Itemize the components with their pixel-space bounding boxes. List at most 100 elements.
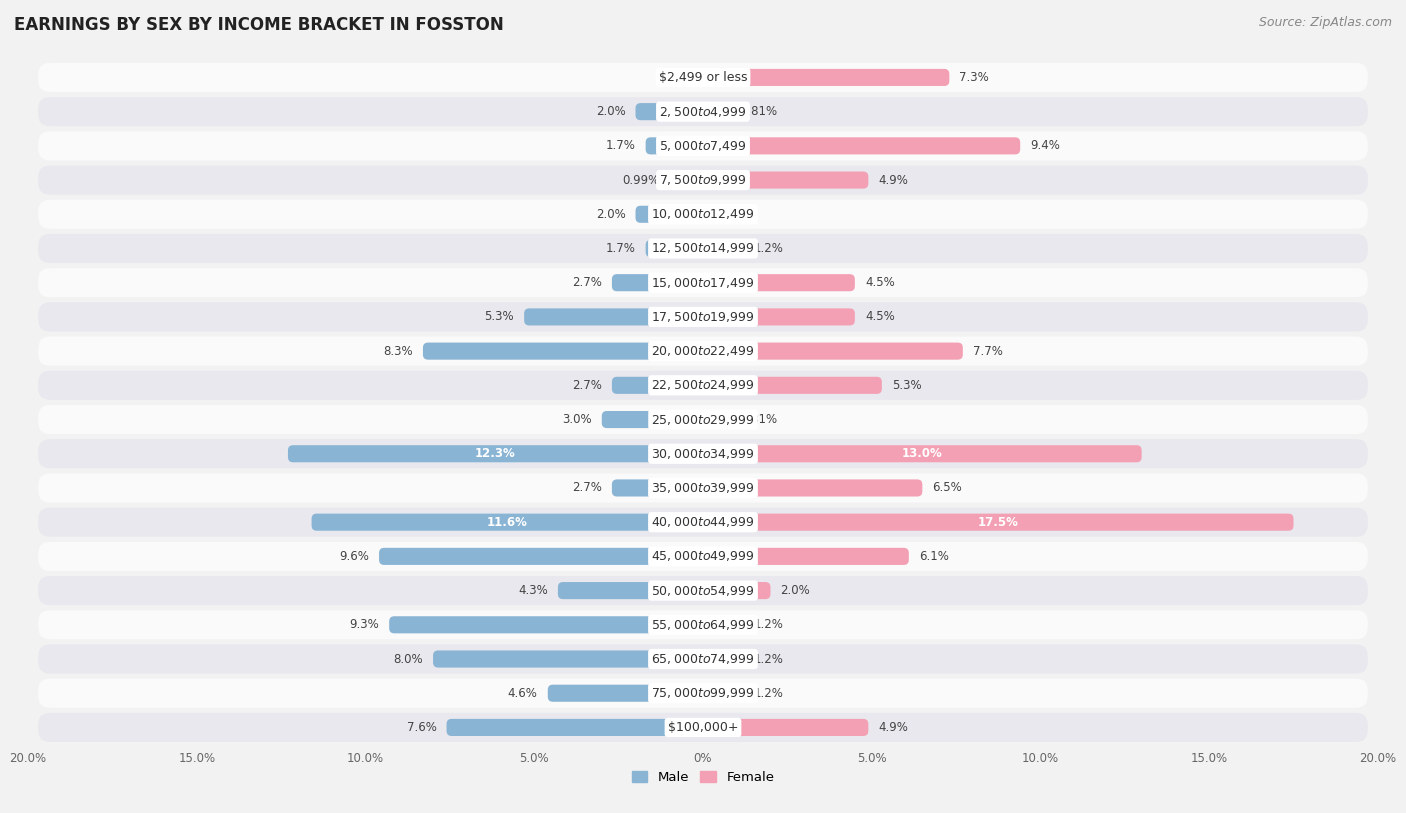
Text: 4.5%: 4.5% — [865, 276, 894, 289]
FancyBboxPatch shape — [703, 376, 882, 393]
Text: $22,500 to $24,999: $22,500 to $24,999 — [651, 378, 755, 393]
Text: 7.6%: 7.6% — [406, 721, 436, 734]
Text: 12.3%: 12.3% — [475, 447, 516, 460]
FancyBboxPatch shape — [703, 411, 730, 428]
FancyBboxPatch shape — [38, 97, 1368, 126]
Text: 6.1%: 6.1% — [920, 550, 949, 563]
FancyBboxPatch shape — [703, 650, 744, 667]
Text: 0.0%: 0.0% — [664, 71, 693, 84]
FancyBboxPatch shape — [312, 514, 703, 531]
Text: $2,499 or less: $2,499 or less — [659, 71, 747, 84]
Text: 7.7%: 7.7% — [973, 345, 1002, 358]
FancyBboxPatch shape — [524, 308, 703, 325]
FancyBboxPatch shape — [636, 103, 703, 120]
FancyBboxPatch shape — [703, 240, 744, 257]
FancyBboxPatch shape — [38, 679, 1368, 708]
FancyBboxPatch shape — [669, 172, 703, 189]
FancyBboxPatch shape — [38, 268, 1368, 298]
FancyBboxPatch shape — [703, 514, 1294, 531]
FancyBboxPatch shape — [38, 713, 1368, 742]
FancyBboxPatch shape — [433, 650, 703, 667]
FancyBboxPatch shape — [636, 206, 703, 223]
Legend: Male, Female: Male, Female — [626, 766, 780, 789]
FancyBboxPatch shape — [38, 541, 1368, 571]
FancyBboxPatch shape — [447, 719, 703, 736]
Text: 5.3%: 5.3% — [485, 311, 515, 324]
FancyBboxPatch shape — [288, 446, 703, 463]
FancyBboxPatch shape — [703, 342, 963, 359]
Text: 1.7%: 1.7% — [606, 242, 636, 255]
Text: 1.2%: 1.2% — [754, 242, 783, 255]
Text: $35,000 to $39,999: $35,000 to $39,999 — [651, 481, 755, 495]
Text: 0.0%: 0.0% — [713, 208, 742, 221]
Text: 4.5%: 4.5% — [865, 311, 894, 324]
FancyBboxPatch shape — [423, 342, 703, 359]
Text: $75,000 to $99,999: $75,000 to $99,999 — [651, 686, 755, 700]
FancyBboxPatch shape — [645, 240, 703, 257]
FancyBboxPatch shape — [703, 548, 908, 565]
Text: 2.0%: 2.0% — [780, 584, 810, 597]
Text: 0.81%: 0.81% — [741, 105, 778, 118]
Text: 2.0%: 2.0% — [596, 105, 626, 118]
Text: $12,500 to $14,999: $12,500 to $14,999 — [651, 241, 755, 255]
Text: EARNINGS BY SEX BY INCOME BRACKET IN FOSSTON: EARNINGS BY SEX BY INCOME BRACKET IN FOS… — [14, 16, 503, 34]
Text: $10,000 to $12,499: $10,000 to $12,499 — [651, 207, 755, 221]
Text: 9.3%: 9.3% — [349, 619, 380, 632]
Text: $100,000+: $100,000+ — [668, 721, 738, 734]
FancyBboxPatch shape — [558, 582, 703, 599]
Text: 9.4%: 9.4% — [1031, 139, 1060, 152]
FancyBboxPatch shape — [612, 480, 703, 497]
FancyBboxPatch shape — [703, 274, 855, 291]
FancyBboxPatch shape — [548, 685, 703, 702]
Text: $20,000 to $22,499: $20,000 to $22,499 — [651, 344, 755, 358]
Text: 7.3%: 7.3% — [959, 71, 990, 84]
FancyBboxPatch shape — [38, 337, 1368, 366]
FancyBboxPatch shape — [38, 645, 1368, 673]
Text: 6.5%: 6.5% — [932, 481, 962, 494]
FancyBboxPatch shape — [703, 685, 744, 702]
FancyBboxPatch shape — [38, 234, 1368, 263]
Text: $7,500 to $9,999: $7,500 to $9,999 — [659, 173, 747, 187]
Text: $65,000 to $74,999: $65,000 to $74,999 — [651, 652, 755, 666]
FancyBboxPatch shape — [38, 166, 1368, 194]
FancyBboxPatch shape — [38, 611, 1368, 639]
Text: Source: ZipAtlas.com: Source: ZipAtlas.com — [1258, 16, 1392, 29]
FancyBboxPatch shape — [703, 172, 869, 189]
FancyBboxPatch shape — [602, 411, 703, 428]
Text: $45,000 to $49,999: $45,000 to $49,999 — [651, 550, 755, 563]
FancyBboxPatch shape — [703, 480, 922, 497]
FancyBboxPatch shape — [38, 473, 1368, 502]
Text: 4.9%: 4.9% — [879, 721, 908, 734]
Text: 4.9%: 4.9% — [879, 173, 908, 186]
Text: $17,500 to $19,999: $17,500 to $19,999 — [651, 310, 755, 324]
Text: 1.2%: 1.2% — [754, 687, 783, 700]
FancyBboxPatch shape — [38, 576, 1368, 605]
Text: 1.2%: 1.2% — [754, 653, 783, 666]
FancyBboxPatch shape — [389, 616, 703, 633]
Text: $2,500 to $4,999: $2,500 to $4,999 — [659, 105, 747, 119]
Text: $55,000 to $64,999: $55,000 to $64,999 — [651, 618, 755, 632]
Text: $50,000 to $54,999: $50,000 to $54,999 — [651, 584, 755, 598]
Text: 13.0%: 13.0% — [903, 447, 942, 460]
FancyBboxPatch shape — [703, 308, 855, 325]
Text: 17.5%: 17.5% — [977, 515, 1019, 528]
Text: $30,000 to $34,999: $30,000 to $34,999 — [651, 447, 755, 461]
Text: 11.6%: 11.6% — [486, 515, 527, 528]
FancyBboxPatch shape — [612, 376, 703, 393]
Text: 4.6%: 4.6% — [508, 687, 537, 700]
FancyBboxPatch shape — [38, 132, 1368, 160]
Text: 8.3%: 8.3% — [384, 345, 413, 358]
Text: 3.0%: 3.0% — [562, 413, 592, 426]
Text: 1.2%: 1.2% — [754, 619, 783, 632]
Text: $40,000 to $44,999: $40,000 to $44,999 — [651, 515, 755, 529]
FancyBboxPatch shape — [703, 719, 869, 736]
Text: 1.7%: 1.7% — [606, 139, 636, 152]
FancyBboxPatch shape — [703, 103, 730, 120]
FancyBboxPatch shape — [38, 63, 1368, 92]
FancyBboxPatch shape — [38, 302, 1368, 332]
FancyBboxPatch shape — [703, 582, 770, 599]
FancyBboxPatch shape — [38, 439, 1368, 468]
Text: 4.3%: 4.3% — [517, 584, 548, 597]
FancyBboxPatch shape — [38, 200, 1368, 228]
Text: 0.81%: 0.81% — [741, 413, 778, 426]
